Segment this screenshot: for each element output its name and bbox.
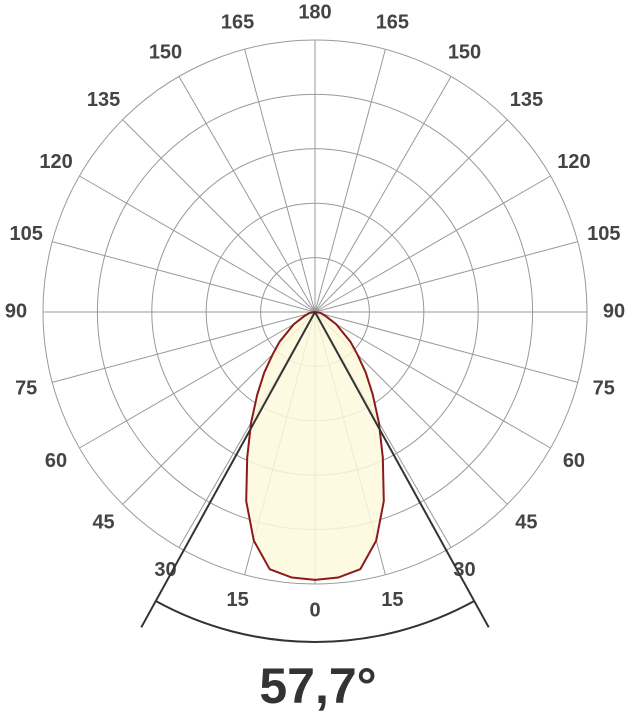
angle-label: 75 (15, 378, 37, 400)
angle-label: 45 (92, 512, 114, 534)
angle-label: 60 (45, 450, 67, 472)
grid-spoke (52, 311, 316, 383)
angle-label: 135 (510, 89, 543, 111)
angle-label: 120 (39, 151, 72, 173)
angle-label: 135 (87, 89, 120, 111)
grid-spoke (314, 175, 551, 313)
angle-label: 150 (448, 41, 481, 63)
angle-label: 45 (515, 512, 537, 534)
grid-spoke (314, 311, 551, 449)
intensity-curve (245, 310, 385, 581)
angle-label: 105 (587, 223, 620, 245)
angle-label: 0 (309, 599, 320, 621)
grid-spoke (314, 241, 578, 313)
grid-spoke (79, 175, 316, 313)
grid-spoke (122, 119, 316, 313)
angle-label: 15 (381, 589, 403, 611)
beam-arc (155, 600, 475, 643)
grid-spoke (314, 311, 578, 383)
grid-spoke (314, 76, 452, 313)
angle-label: 15 (226, 589, 248, 611)
angle-label: 30 (154, 559, 176, 581)
angle-label: 75 (593, 378, 615, 400)
angle-label: 90 (603, 300, 625, 322)
grid-spoke (244, 49, 316, 313)
angle-label: 165 (221, 11, 254, 33)
grid-spoke (314, 49, 386, 313)
grid-spoke (314, 119, 508, 313)
angle-label: 180 (298, 1, 331, 23)
beam-line (140, 311, 316, 628)
angle-label: 90 (5, 300, 27, 322)
grid-spoke (79, 311, 316, 449)
angle-label: 30 (453, 559, 475, 581)
angle-label: 150 (149, 41, 182, 63)
beam-angle-label: 57,7° (259, 658, 376, 714)
angle-label: 165 (376, 11, 409, 33)
grid-spoke (52, 241, 316, 313)
grid-spoke (178, 76, 316, 313)
angle-label: 105 (10, 223, 43, 245)
angle-label: 120 (557, 151, 590, 173)
angle-label: 60 (563, 450, 585, 472)
beam-line (314, 311, 490, 628)
